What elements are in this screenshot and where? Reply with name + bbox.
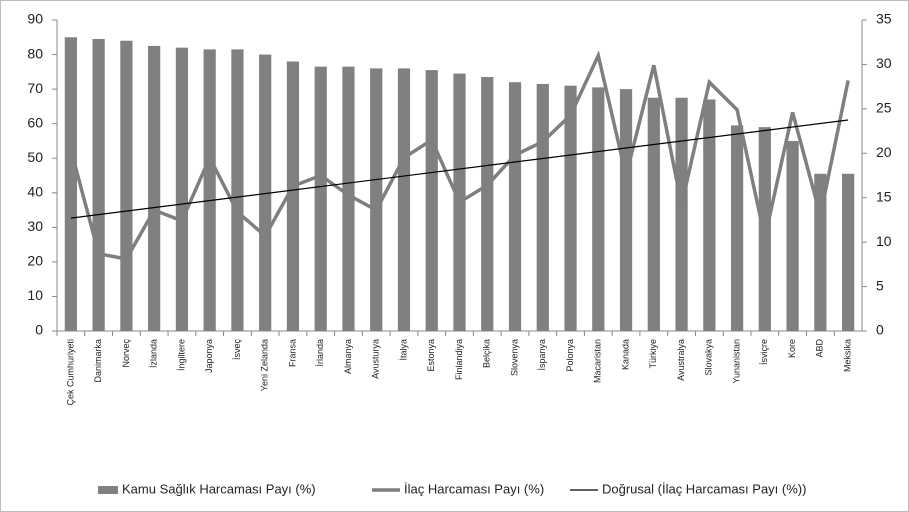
bar xyxy=(231,49,244,331)
line xyxy=(69,50,850,261)
y2-tick-label: 10 xyxy=(876,233,892,249)
x-tick-label: Norveç xyxy=(121,339,131,368)
y-tick-label: 0 xyxy=(35,322,43,338)
bar xyxy=(536,83,549,331)
x-tick-label: İsviçre xyxy=(759,339,769,365)
bar xyxy=(592,87,605,331)
x-tick-label: Slovakya xyxy=(704,339,714,376)
bar xyxy=(342,66,355,332)
x-tick-label: Macaristan xyxy=(593,339,603,383)
legend-label: İlaç Harcaması Payı (%) xyxy=(404,481,544,496)
bar xyxy=(508,82,522,331)
bar xyxy=(842,173,855,331)
x-tick-label: Yeni Zelanda xyxy=(260,339,270,391)
bar xyxy=(148,45,161,332)
x-tick-label: Finlandiya xyxy=(454,339,464,380)
bar xyxy=(259,54,272,332)
bar xyxy=(92,39,105,331)
bar xyxy=(397,68,411,331)
y2-tick-label: 15 xyxy=(876,188,892,204)
bar xyxy=(203,49,216,331)
x-tick-label: İspanya xyxy=(537,339,547,371)
x-tick-label: Çek Cumhuriyeti xyxy=(65,339,75,406)
x-tick-label: Polonya xyxy=(565,339,575,372)
y-tick-label: 80 xyxy=(27,45,43,61)
x-tick-label: Almanya xyxy=(343,339,353,374)
bar xyxy=(175,47,189,332)
x-tick-label: Yunanistan xyxy=(731,339,741,384)
y-tick-label: 10 xyxy=(27,287,43,303)
y2-tick-label: 0 xyxy=(876,322,884,338)
x-tick-label: İzlanda xyxy=(149,339,159,368)
bar xyxy=(619,89,633,331)
bar xyxy=(425,70,438,331)
y2-tick-label: 35 xyxy=(876,11,892,27)
x-tick-label: Fransa xyxy=(287,339,297,367)
bar xyxy=(730,125,744,332)
bar xyxy=(647,97,660,331)
y2-tick-label: 30 xyxy=(876,55,892,71)
bar xyxy=(758,127,771,331)
x-tick-label: Türkiye xyxy=(648,339,658,369)
x-tick-label: Meksika xyxy=(842,339,852,372)
bar xyxy=(314,66,327,332)
x-tick-label: Estonya xyxy=(426,339,436,372)
bar xyxy=(481,77,494,332)
bar xyxy=(286,61,300,331)
x-tick-label: Avustralya xyxy=(676,339,686,381)
trend-line xyxy=(70,119,849,219)
y2-tick-label: 25 xyxy=(876,100,892,116)
bar xyxy=(675,97,688,331)
x-tick-label: İtalya xyxy=(398,339,408,361)
y-tick-label: 50 xyxy=(27,149,43,165)
x-tick-label: Belçika xyxy=(482,339,492,368)
bar xyxy=(814,173,827,331)
legend-label: Doğrusal (İlaç Harcaması Payı (%)) xyxy=(602,481,806,496)
x-tick-label: Japonya xyxy=(204,339,214,373)
bar xyxy=(120,40,133,331)
bar xyxy=(564,85,577,332)
x-tick-label: Slovenya xyxy=(509,339,519,376)
x-tick-label: İsveç xyxy=(232,339,242,361)
x-tick-label: İngiltere xyxy=(176,339,186,371)
x-tick-label: ABD xyxy=(815,339,825,358)
x-tick-label: Kanada xyxy=(620,339,630,370)
bar xyxy=(370,68,383,331)
y-tick-label: 20 xyxy=(27,253,43,269)
bar xyxy=(64,37,77,332)
y-tick-label: 60 xyxy=(27,114,43,130)
legend-swatch xyxy=(98,486,118,494)
y-tick-label: 70 xyxy=(27,80,43,96)
x-tick-label: Danimarka xyxy=(93,339,103,383)
bar xyxy=(786,140,799,331)
y-tick-label: 40 xyxy=(27,183,43,199)
x-tick-label: Avusturya xyxy=(371,339,381,379)
legend-label: Kamu Sağlık Harcaması Payı (%) xyxy=(122,481,316,496)
x-tick-label: Kore xyxy=(787,339,797,358)
y-tick-label: 30 xyxy=(27,218,43,234)
y-tick-label: 90 xyxy=(27,11,43,27)
x-tick-label: İrlanda xyxy=(315,339,325,367)
y2-tick-label: 20 xyxy=(876,144,892,160)
y2-tick-label: 5 xyxy=(876,277,884,293)
bar xyxy=(703,99,716,331)
